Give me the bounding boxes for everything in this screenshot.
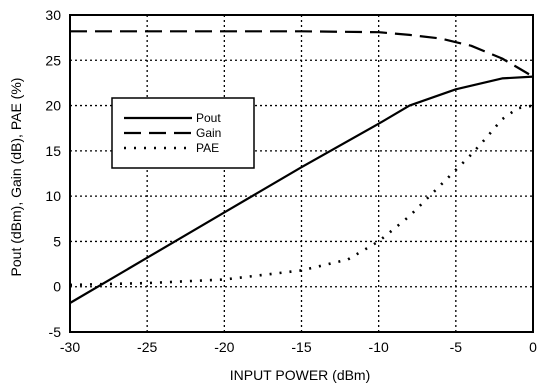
x-tick-label: 0 bbox=[529, 339, 537, 355]
y-axis-label: Pout (dBm), Gain (dB), PAE (%) bbox=[8, 78, 24, 277]
legend-label-pae: PAE bbox=[196, 141, 219, 155]
x-tick-label: -30 bbox=[60, 339, 80, 355]
y-tick-label: 30 bbox=[45, 7, 61, 23]
legend-label-gain: Gain bbox=[196, 126, 221, 140]
x-tick-label: -20 bbox=[214, 339, 234, 355]
y-tick-label: 20 bbox=[45, 98, 61, 114]
x-tick-label: -15 bbox=[291, 339, 311, 355]
series-line-pout bbox=[69, 75, 534, 304]
x-tick-label: -25 bbox=[137, 339, 157, 355]
y-tick-label: 15 bbox=[45, 143, 61, 159]
tick-labels: -30 -25 -20 -15 -10 -5 0 -5 0 5 10 15 20 25 30 bbox=[45, 7, 537, 355]
legend-label-pout: Pout bbox=[196, 111, 221, 125]
y-tick-label: -5 bbox=[49, 324, 62, 340]
x-tick-label: -5 bbox=[450, 339, 463, 355]
y-tick-label: 25 bbox=[45, 52, 61, 68]
x-axis-label: INPUT POWER (dBm) bbox=[230, 367, 371, 383]
plot-frame bbox=[69, 14, 534, 333]
y-tick-label: 10 bbox=[45, 188, 61, 204]
x-tick-label: -10 bbox=[369, 339, 389, 355]
grid bbox=[70, 15, 533, 332]
y-tick-label: 0 bbox=[53, 279, 61, 295]
series-line-gain bbox=[70, 30, 534, 78]
y-tick-label: 5 bbox=[53, 233, 61, 249]
series-layer bbox=[69, 30, 534, 304]
